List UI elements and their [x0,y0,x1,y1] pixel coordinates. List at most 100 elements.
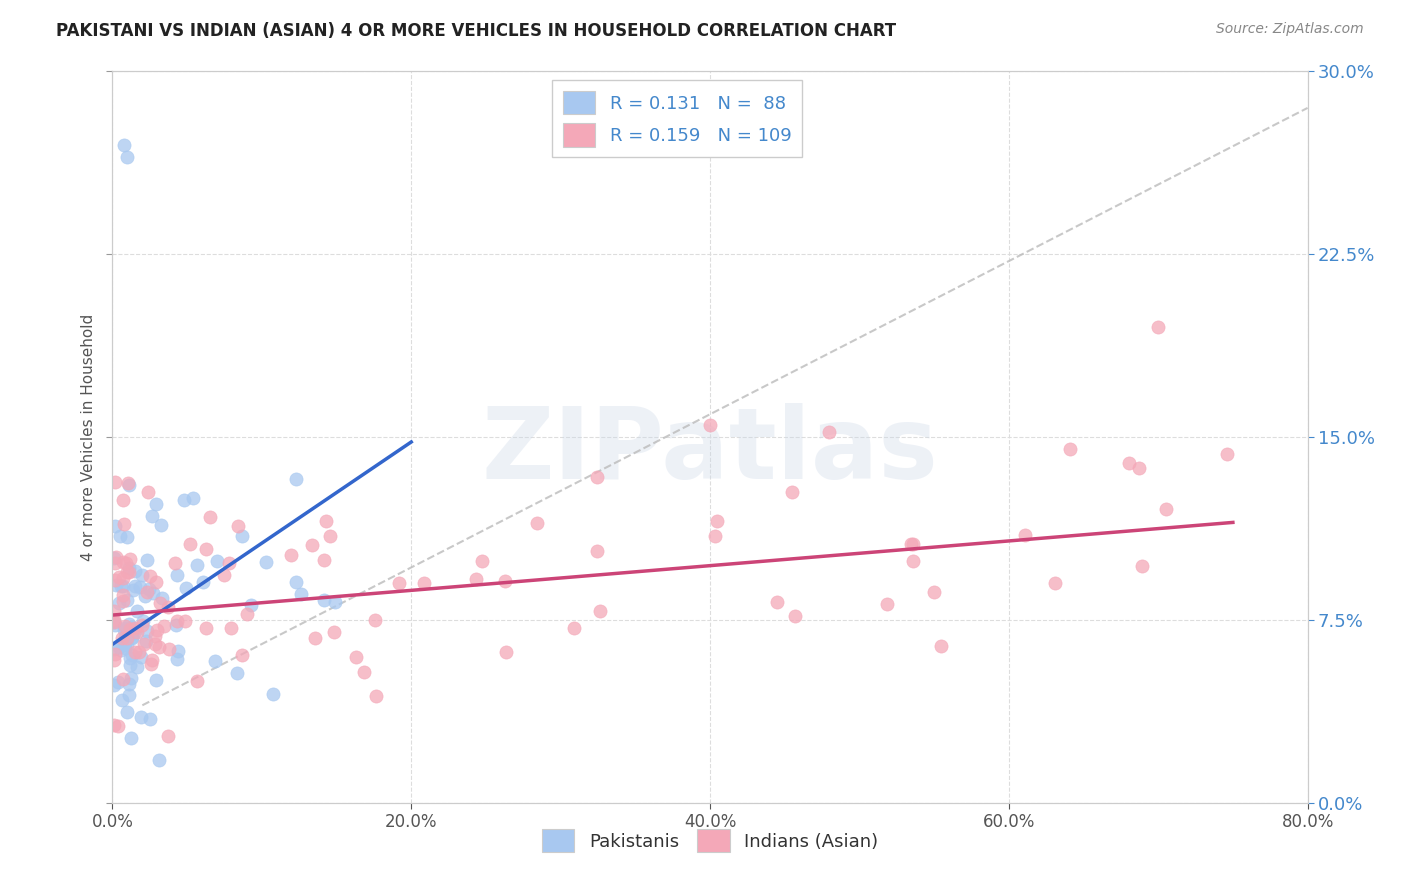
Point [136,584,159,599]
Point [103,653,125,667]
Point [780,484,803,499]
Point [166,652,188,666]
Point [120,731,142,745]
Point [1043,576,1066,591]
Point [285,472,308,486]
Point [124,621,146,635]
Point [765,595,787,609]
Point [104,519,127,533]
Point [179,537,201,551]
Point [118,616,141,631]
Point [112,555,135,569]
Point [157,600,180,615]
Point [148,640,170,654]
Text: PAKISTANI VS INDIAN (ASIAN) 4 OR MORE VEHICLES IN HOUSEHOLD CORRELATION CHART: PAKISTANI VS INDIAN (ASIAN) 4 OR MORE VE… [56,22,897,40]
Point [323,595,346,609]
Point [139,657,162,671]
Point [150,518,173,533]
Point [117,476,139,491]
Point [107,596,129,610]
Point [135,552,157,566]
Point [218,556,240,570]
Point [107,674,129,689]
Point [129,710,152,724]
Point [1216,447,1239,461]
Point [103,718,125,732]
Point [146,623,169,637]
Point [157,641,180,656]
Point [111,672,134,686]
Point [195,541,218,556]
Point [290,586,312,600]
Point [104,573,127,587]
Point [107,719,129,733]
Point [114,622,136,636]
Point [111,631,134,645]
Point [145,673,167,688]
Point [167,644,190,658]
Legend: Pakistanis, Indians (Asian): Pakistanis, Indians (Asian) [534,822,886,860]
Point [131,618,153,632]
Point [108,529,131,543]
Text: ZIPatlas: ZIPatlas [482,403,938,500]
Point [138,582,160,596]
Point [703,528,725,542]
Point [112,623,135,637]
Point [876,597,898,611]
Point [226,665,249,680]
Point [136,624,159,639]
Point [129,649,152,664]
Point [103,615,125,629]
Point [122,626,145,640]
Point [103,678,125,692]
Point [156,729,179,743]
Point [136,484,159,499]
Point [127,604,149,618]
Point [118,561,141,575]
Point [301,539,323,553]
Point [143,629,166,643]
Point [105,578,128,592]
Point [104,475,127,490]
Point [120,620,142,634]
Point [922,585,945,599]
Point [110,642,132,657]
Point [125,625,148,640]
Point [589,604,612,618]
Point [219,621,242,635]
Point [114,619,136,633]
Point [141,653,163,667]
Point [103,615,125,629]
Point [239,598,262,612]
Point [204,654,226,668]
Point [562,621,585,635]
Point [112,571,135,585]
Point [186,558,208,573]
Point [191,575,214,590]
Point [315,515,337,529]
Point [104,617,127,632]
Point [143,637,166,651]
Point [198,510,221,524]
Point [103,613,125,627]
Point [103,551,125,566]
Point [111,593,134,607]
Point [1147,320,1170,334]
Point [103,641,125,656]
Point [323,624,346,639]
Point [148,753,170,767]
Point [145,575,167,590]
Point [1118,456,1140,470]
Point [121,630,143,644]
Point [111,493,134,508]
Point [901,537,924,551]
Point [115,565,138,579]
Point [117,150,139,164]
Point [471,554,494,568]
Point [132,637,155,651]
Point [1014,528,1036,542]
Point [121,632,143,646]
Point [124,579,146,593]
Point [231,529,253,543]
Point [118,651,141,665]
